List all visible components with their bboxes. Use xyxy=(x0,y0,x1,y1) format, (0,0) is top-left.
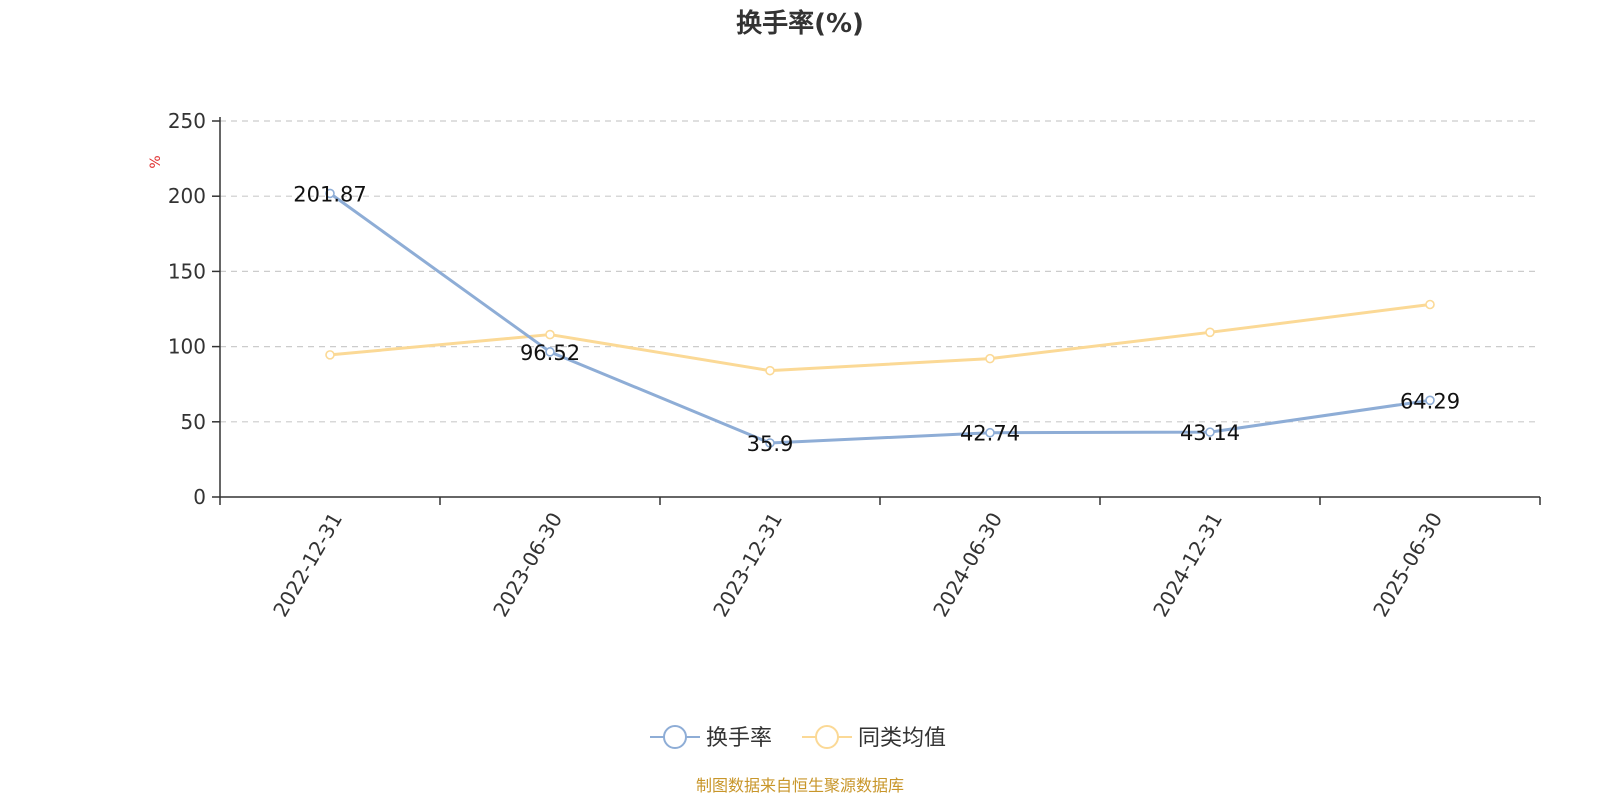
x-tick-label: 2025-06-30 xyxy=(1368,508,1447,621)
legend-item-0[interactable]: 换手率 xyxy=(650,725,772,751)
series-line-1 xyxy=(329,302,1431,373)
y-axis-unit-label: % xyxy=(148,155,164,168)
data-point xyxy=(545,329,555,340)
data-point xyxy=(545,347,555,357)
data-label: 201.87 xyxy=(293,182,366,206)
data-point xyxy=(1205,327,1215,338)
data-label: 96.52 xyxy=(520,341,580,365)
y-tick-label: 200 xyxy=(168,184,206,208)
y-tick-label: 50 xyxy=(181,410,206,434)
chart-title: 换手率(%) xyxy=(736,8,864,39)
legend-item-1[interactable]: 同类均值 xyxy=(802,725,946,751)
series-layer xyxy=(325,188,1435,448)
data-point xyxy=(1425,395,1435,406)
x-tick-label: 2022-12-31 xyxy=(268,508,347,621)
data-point xyxy=(985,427,995,438)
legend-label: 同类均值 xyxy=(858,726,946,751)
legend-marker xyxy=(815,725,839,749)
data-point xyxy=(1205,427,1215,437)
data-point xyxy=(765,365,775,376)
y-tick-label: 250 xyxy=(168,109,206,133)
data-point xyxy=(1425,299,1435,310)
source-text: 制图数据来自恒生聚源数据库 xyxy=(696,776,904,795)
data-label: 42.74 xyxy=(960,422,1020,446)
data-labels: 201.87 96.52 35.9 42.74 43.14 64.29 xyxy=(293,182,1460,456)
y-tick-label: 100 xyxy=(168,335,206,359)
x-tick-label: 2023-06-30 xyxy=(488,508,567,621)
legend-label: 换手率 xyxy=(706,726,772,751)
legend-marker xyxy=(663,725,687,749)
data-point xyxy=(985,353,995,364)
data-point xyxy=(765,438,775,448)
series-line-0 xyxy=(329,192,1431,445)
data-label: 64.29 xyxy=(1400,389,1460,413)
x-tick-label: 2023-12-31 xyxy=(708,508,787,621)
data-point xyxy=(325,350,335,360)
y-tick-label: 150 xyxy=(168,259,206,283)
data-point xyxy=(325,188,335,199)
grid-lines xyxy=(220,120,1540,423)
x-tick-label: 2024-12-31 xyxy=(1148,508,1227,621)
x-tick-label: 2024-06-30 xyxy=(928,508,1007,621)
data-label: 35.9 xyxy=(747,432,794,456)
y-tick-label: 0 xyxy=(193,485,206,509)
data-label: 43.14 xyxy=(1180,421,1240,445)
legend: 换手率 同类均值 xyxy=(650,725,946,751)
